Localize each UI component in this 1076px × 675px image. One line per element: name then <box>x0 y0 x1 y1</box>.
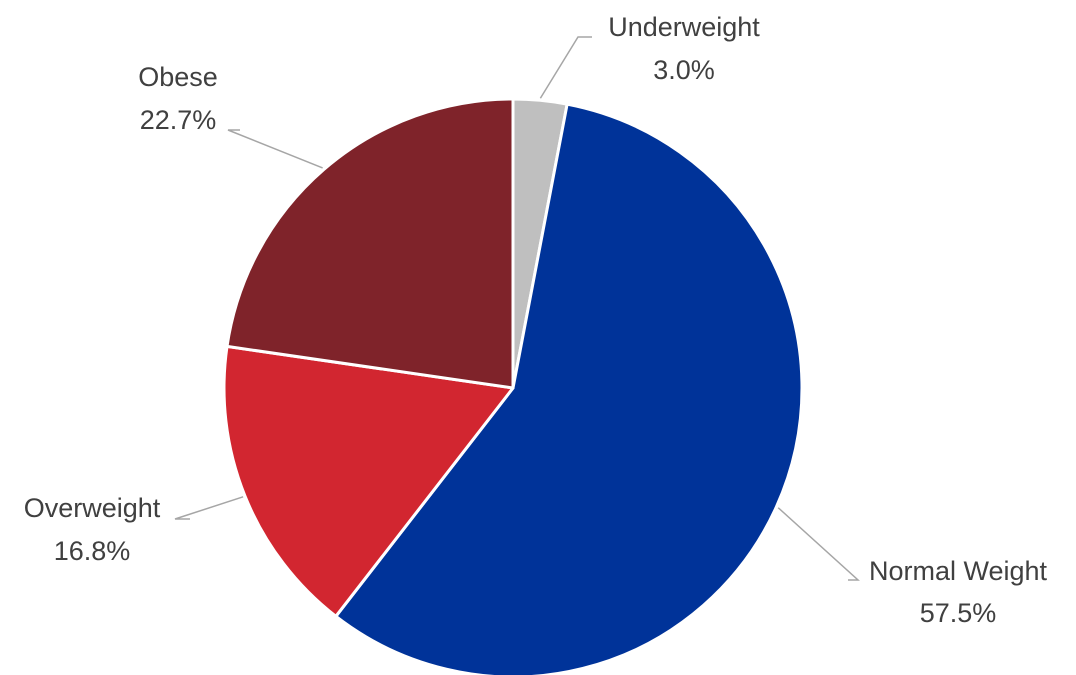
label-obese-value: 22.7% <box>140 105 217 135</box>
label-underweight-name: Underweight <box>608 12 760 42</box>
leader-line-obese <box>227 129 323 169</box>
leader-line-underweight <box>539 36 592 99</box>
label-overweight-value: 16.8% <box>54 536 131 566</box>
label-normal-weight-value: 57.5% <box>920 598 997 628</box>
slice-obese <box>225 97 515 390</box>
leader-lines <box>174 36 860 581</box>
label-overweight-name: Overweight <box>24 493 161 523</box>
label-normal-weight-name: Normal Weight <box>869 556 1048 586</box>
leader-line-overweight <box>174 496 244 520</box>
leader-line-normal-weight <box>777 507 860 581</box>
label-underweight-value: 3.0% <box>653 55 715 85</box>
pie-slices <box>222 97 804 675</box>
label-obese-name: Obese <box>138 62 218 92</box>
slice-overweight <box>222 344 515 618</box>
